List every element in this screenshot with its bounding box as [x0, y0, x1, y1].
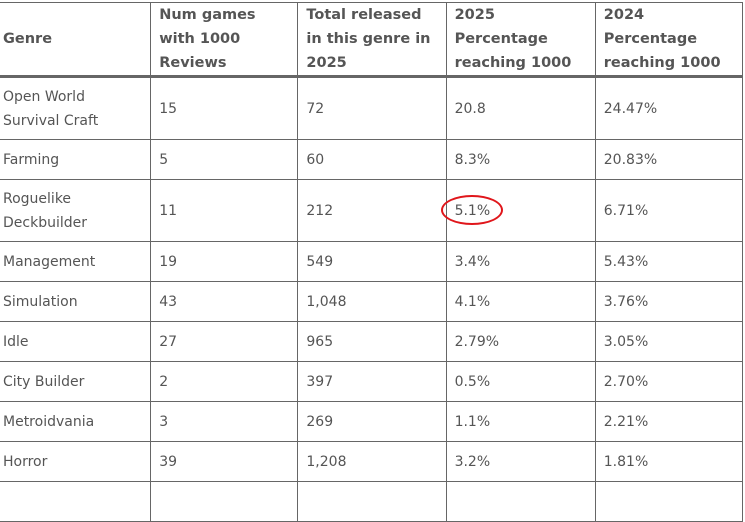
cell-p2025: 8.3%: [445, 139, 596, 180]
cell-p2025: 1.1%: [445, 401, 596, 442]
header-num-games: Num games with 1000 Reviews: [150, 2, 299, 78]
header-2025-percentage: 2025 Percentage reaching 1000: [445, 2, 596, 78]
cell-genre: City Builder: [0, 361, 152, 402]
cell-total: 965: [297, 321, 447, 362]
cell-num: 2: [150, 361, 299, 402]
cell-genre: Management: [0, 241, 152, 282]
cell-empty: [594, 481, 744, 522]
header-row: Genre Num games with 1000 Reviews Total …: [0, 2, 744, 78]
cell-p2024: 2.70%: [594, 361, 744, 402]
cell-num: 19: [150, 241, 299, 282]
cell-p2024: 3.76%: [594, 281, 744, 322]
cell-p2024: 2.21%: [594, 401, 744, 442]
red-circle-annotation: 5.1%: [440, 194, 503, 225]
cell-p2024: 20.83%: [594, 139, 744, 180]
cell-p2025: 2.79%: [445, 321, 596, 362]
cell-total: 1,048: [297, 281, 447, 322]
cell-p2024: 1.81%: [594, 441, 744, 482]
cell-num: 11: [150, 179, 299, 242]
table-row: Horror 39 1,208 3.2% 1.81%: [0, 441, 744, 482]
table-row: Open World Survival Craft 15 72 20.8 24.…: [0, 76, 744, 140]
cell-empty: [297, 481, 447, 522]
cell-num: 5: [150, 139, 299, 180]
cell-p2025: 3.4%: [445, 241, 596, 282]
header-total-released: Total released in this genre in 2025: [297, 2, 447, 78]
cell-total: 397: [297, 361, 447, 402]
cell-genre: Metroidvania: [0, 401, 152, 442]
cell-num: 15: [150, 76, 299, 140]
cell-total: 60: [297, 139, 447, 180]
cell-total: 1,208: [297, 441, 447, 482]
cell-p2025: 5.1%: [440, 179, 596, 242]
table-row: Management 19 549 3.4% 5.43%: [0, 241, 744, 282]
table-row: Metroidvania 3 269 1.1% 2.21%: [0, 401, 744, 442]
cell-num: 43: [150, 281, 299, 322]
cell-num: 3: [150, 401, 299, 442]
cell-num: 39: [150, 441, 299, 482]
cell-p2025: 3.2%: [445, 441, 596, 482]
header-genre: Genre: [0, 2, 152, 78]
cell-p2024: 3.05%: [594, 321, 744, 362]
cell-empty: [445, 481, 596, 522]
header-2024-percentage: 2024 Percentage reaching 1000: [594, 2, 744, 78]
table-row: Simulation 43 1,048 4.1% 3.76%: [0, 281, 744, 322]
cell-total: 549: [297, 241, 447, 282]
cell-empty: [0, 481, 152, 522]
cell-total: 212: [297, 179, 447, 242]
cell-genre: Simulation: [0, 281, 152, 322]
cell-p2024: 24.47%: [594, 76, 744, 140]
table-row: Roguelike Deckbuilder 11 212 5.1% 6.71%: [0, 179, 744, 242]
cell-p2025: 20.8: [445, 76, 596, 140]
table-row: Farming 5 60 8.3% 20.83%: [0, 139, 744, 180]
cell-num: 27: [150, 321, 299, 362]
cell-genre: Horror: [0, 441, 152, 482]
cell-genre: Open World Survival Craft: [0, 76, 152, 140]
cell-total: 269: [297, 401, 447, 442]
table-row-partial: [0, 481, 744, 522]
cell-p2025: 4.1%: [445, 281, 596, 322]
cell-p2024: 6.71%: [594, 179, 744, 242]
table-row: City Builder 2 397 0.5% 2.70%: [0, 361, 744, 402]
cell-genre: Idle: [0, 321, 152, 362]
cell-total: 72: [297, 76, 447, 140]
cell-p2025: 0.5%: [445, 361, 596, 402]
cell-genre: Farming: [0, 139, 152, 180]
cell-p2024: 5.43%: [594, 241, 744, 282]
cell-genre: Roguelike Deckbuilder: [0, 179, 152, 242]
table-row: Idle 27 965 2.79% 3.05%: [0, 321, 744, 362]
cell-empty: [150, 481, 299, 522]
